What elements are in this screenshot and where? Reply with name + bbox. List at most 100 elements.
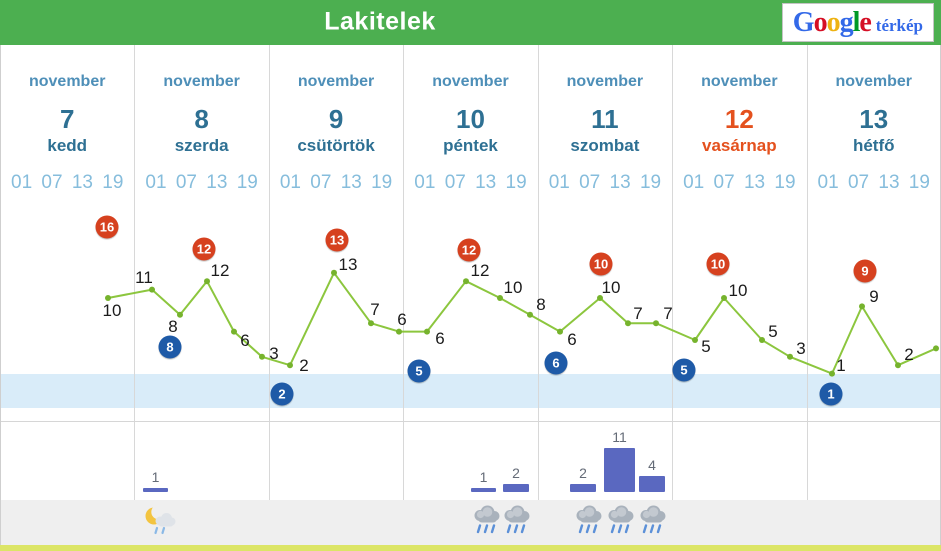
- location-title: Lakitelek: [324, 7, 436, 36]
- hour-label: 13: [743, 172, 766, 193]
- header-bar: Lakitelek Google térkép: [0, 0, 941, 45]
- temp-point-label: 10: [601, 278, 621, 297]
- min-temp-badge: 6: [544, 351, 568, 375]
- temp-point-label: 7: [633, 304, 643, 324]
- hour-label: 19: [236, 172, 258, 193]
- hour-label: 01: [548, 172, 570, 193]
- temp-point-label: 8: [168, 316, 178, 336]
- max-temp-badge: 10: [706, 252, 730, 276]
- hour-label: 13: [609, 172, 631, 193]
- hour-label: 19: [102, 172, 124, 193]
- logo-letter: l: [852, 6, 861, 38]
- precip-value: 1: [479, 469, 488, 485]
- hour-label: 07: [847, 172, 870, 193]
- hour-label: 07: [175, 172, 197, 193]
- hour-label: 07: [444, 172, 466, 193]
- logo-letter: g: [839, 6, 854, 38]
- day-number: 9: [328, 104, 344, 134]
- day-number: 11: [591, 104, 619, 134]
- temp-point-label: 12: [470, 261, 490, 281]
- hour-label: 01: [817, 172, 839, 193]
- precip-value: 1: [151, 469, 160, 485]
- hour-label: 13: [878, 172, 900, 193]
- month-label: november: [297, 73, 375, 90]
- night-drizzle-icon: [141, 503, 179, 542]
- rain-icon: [601, 503, 639, 542]
- min-temp-badge: 8: [158, 335, 182, 359]
- hour-label: 13: [206, 172, 228, 193]
- temp-point-label: 1: [836, 355, 846, 375]
- temp-point-label: 3: [269, 343, 279, 363]
- temp-point-label: 10: [102, 301, 122, 320]
- precip-bar: [570, 484, 596, 492]
- month-label: november: [163, 73, 240, 90]
- day-column-9[interactable]: november 9 csütörtök: [269, 45, 403, 169]
- day-name: hétfő: [852, 136, 895, 155]
- hour-label: 01: [11, 172, 33, 193]
- hours-day-10: 01 07 13 19: [403, 168, 537, 198]
- hours-day-13: 01 07 13 19: [807, 168, 941, 198]
- day-column-12[interactable]: november 12 vasárnap: [672, 45, 806, 169]
- hour-label: 01: [683, 172, 705, 193]
- month-label: november: [566, 73, 644, 90]
- precip-bar: [471, 488, 496, 492]
- hour-label: 13: [475, 172, 497, 193]
- precip-separator: [0, 421, 941, 422]
- hour-label: 07: [41, 172, 63, 193]
- day-number: 10: [456, 104, 485, 134]
- temp-point-label: 7: [663, 304, 673, 324]
- temp-point-label: 11: [135, 267, 153, 287]
- day-number: 12: [724, 104, 754, 134]
- temp-point-label: 7: [370, 300, 380, 320]
- logo-letter: e: [859, 6, 871, 38]
- hour-label: 01: [145, 172, 167, 193]
- temp-point-label: 6: [240, 330, 250, 350]
- hour-label: 19: [371, 172, 393, 193]
- rain-icon: [633, 503, 671, 542]
- hour-label: 01: [279, 172, 301, 193]
- logo-letter: o: [826, 6, 841, 38]
- temp-point-label: 6: [435, 328, 445, 348]
- hours-row: 01 07 13 19 01 07 13 19 01 07 13 19 01 07 13 19 01 07 13 19…: [0, 168, 941, 198]
- temp-point-label: 2: [904, 345, 914, 365]
- temp-point-label: 13: [338, 254, 358, 274]
- max-temp-badge: 9: [853, 259, 877, 283]
- temp-point-label: 9: [869, 287, 879, 307]
- max-temp-badge: 12: [457, 238, 481, 262]
- day-number: 7: [59, 104, 75, 134]
- day-column-13[interactable]: november 13 hétfő: [807, 45, 941, 169]
- day-name: szerda: [174, 136, 229, 155]
- month-label: november: [835, 73, 912, 90]
- temp-point-label: 5: [768, 322, 778, 341]
- hour-label: 01: [414, 172, 436, 193]
- hours-day-9: 01 07 13 19: [269, 168, 403, 198]
- temp-point-label: 12: [210, 261, 230, 281]
- hour-label: 19: [639, 172, 662, 193]
- hour-label: 07: [310, 172, 332, 193]
- precip-bar: [639, 476, 665, 492]
- temp-point-label: 8: [536, 294, 546, 314]
- temp-point-label: 5: [701, 337, 711, 356]
- temp-point-label: 6: [397, 309, 407, 329]
- day-name: vasárnap: [701, 136, 777, 155]
- day-column-11[interactable]: november 11 szombat: [538, 45, 672, 169]
- day-column-8[interactable]: november 8 szerda: [134, 45, 268, 169]
- day-number: 13: [859, 104, 889, 134]
- freeze-band: [0, 374, 941, 408]
- bottom-strip: [0, 545, 941, 551]
- google-maps-link[interactable]: Google térkép: [781, 3, 934, 42]
- hour-label: 19: [505, 172, 527, 193]
- precip-bar: [143, 488, 168, 492]
- day-column-10[interactable]: november 10 péntek: [403, 45, 537, 169]
- month-label: november: [701, 73, 778, 90]
- temp-point-label: 10: [503, 278, 523, 297]
- google-logo-text: Google: [793, 6, 872, 38]
- hour-label: 19: [774, 172, 796, 193]
- rain-icon: [497, 503, 535, 542]
- hour-label: 13: [340, 172, 362, 193]
- day-column-7[interactable]: november 7 kedd: [0, 45, 134, 169]
- google-logo-suffix: térkép: [875, 16, 923, 35]
- day-name: kedd: [47, 136, 88, 155]
- weather-icons-row: [0, 500, 941, 545]
